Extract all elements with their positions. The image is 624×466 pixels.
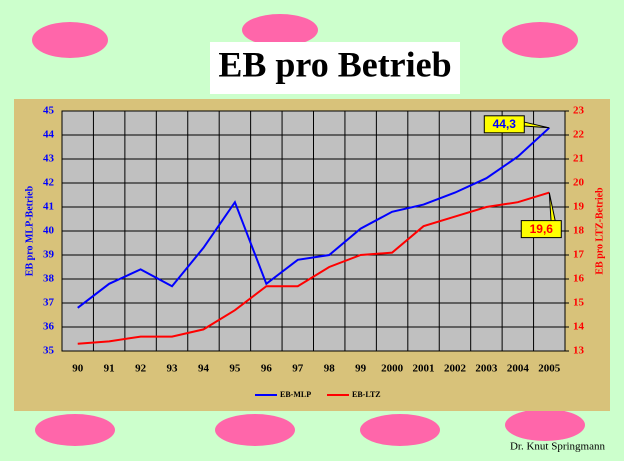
y2-tick-label: 20: [573, 177, 585, 189]
x-tick-label: 95: [229, 363, 241, 375]
y-tick-label: 38: [43, 273, 55, 285]
y2-axis-label: EB pro LTZ-Betrieb: [594, 187, 605, 275]
y-axis-label: EB pro MLP-Betrieb: [24, 185, 35, 276]
legend-label: EB-MLP: [280, 390, 311, 399]
y2-tick-label: 19: [573, 201, 585, 213]
y-tick-label: 45: [43, 105, 55, 117]
y2-tick-label: 22: [573, 129, 585, 141]
x-tick-label: 93: [167, 363, 179, 375]
y-tick-label: 42: [43, 177, 55, 189]
x-tick-label: 2003: [475, 363, 498, 375]
y2-tick-label: 18: [573, 225, 585, 237]
x-tick-label: 98: [324, 363, 336, 375]
y-tick-label: 35: [43, 345, 55, 357]
y-tick-label: 40: [43, 225, 55, 237]
x-tick-label: 2004: [507, 363, 530, 375]
x-tick-label: 91: [104, 363, 115, 375]
y2-tick-label: 15: [573, 297, 585, 309]
x-tick-label: 96: [261, 363, 273, 375]
x-tick-label: 97: [292, 363, 304, 375]
x-tick-label: 92: [135, 363, 147, 375]
x-tick-label: 2005: [538, 363, 561, 375]
x-tick-label: 90: [72, 363, 84, 375]
y2-tick-label: 13: [573, 345, 585, 357]
y-tick-label: 36: [43, 321, 55, 333]
x-tick-label: 2001: [413, 363, 435, 375]
x-tick-label: 94: [198, 363, 210, 375]
y2-tick-label: 16: [573, 273, 585, 285]
legend-label: EB-LTZ: [352, 390, 381, 399]
y-tick-label: 43: [43, 153, 55, 165]
y-tick-label: 41: [43, 201, 54, 213]
x-tick-label: 2002: [444, 363, 467, 375]
y2-tick-label: 23: [573, 105, 585, 117]
y-tick-label: 44: [43, 129, 55, 141]
y-tick-label: 37: [43, 297, 55, 309]
footer: Dr. Knut Springmann: [510, 441, 606, 453]
x-tick-label: 2000: [381, 363, 404, 375]
x-tick-label: 99: [355, 363, 367, 375]
chart-title: EB pro Betrieb: [218, 44, 451, 84]
y2-tick-label: 17: [573, 249, 585, 261]
data-label: 44,3: [493, 117, 517, 131]
data-label: 19,6: [530, 222, 554, 236]
slide: EB pro Betrieb EB pro MLP-Betrieb EB pro…: [0, 0, 624, 461]
y-tick-label: 39: [43, 249, 55, 261]
y2-tick-label: 14: [573, 321, 585, 333]
y2-tick-label: 21: [573, 153, 584, 165]
